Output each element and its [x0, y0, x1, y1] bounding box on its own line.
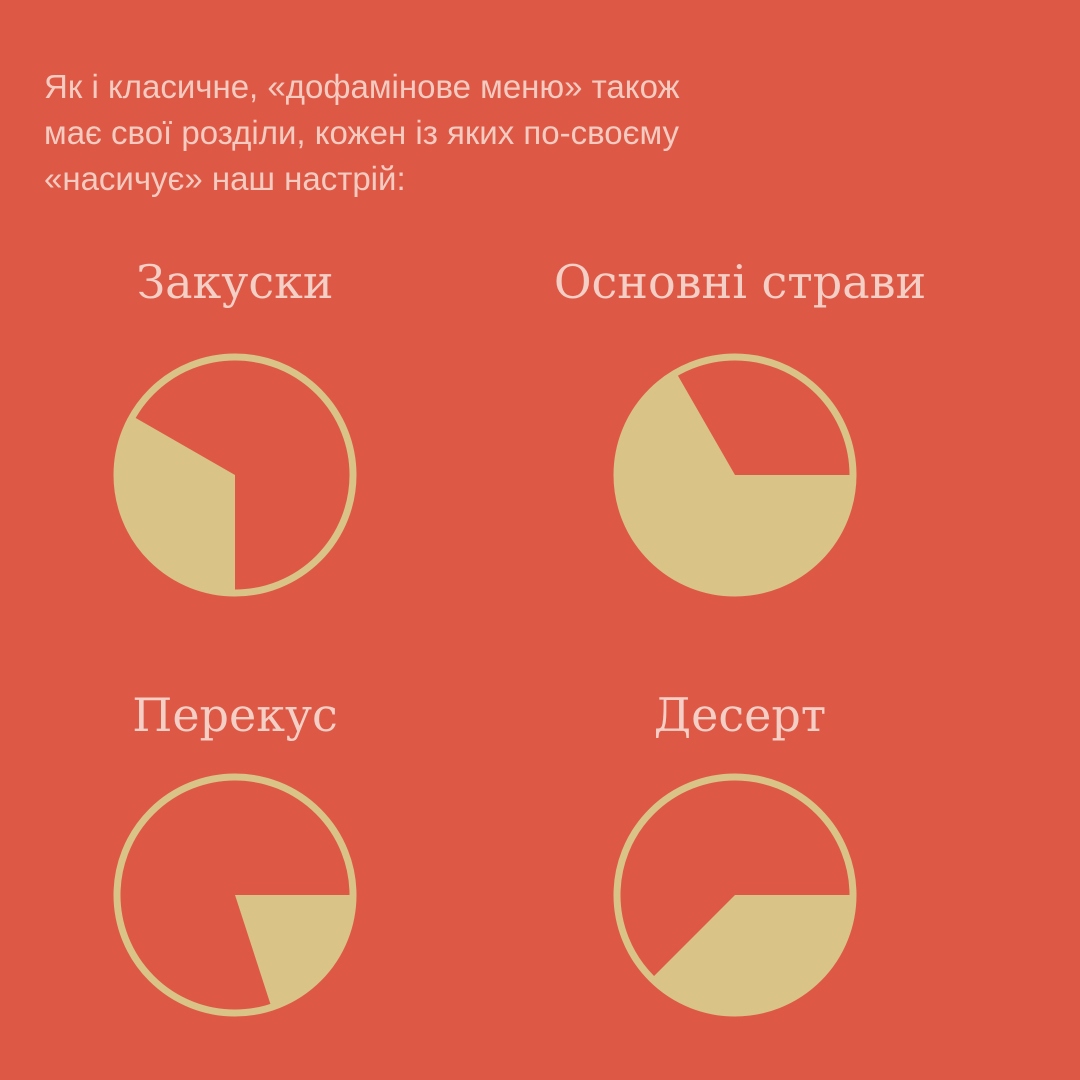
pie-slice — [116, 416, 235, 593]
pie-icon-desert — [613, 773, 857, 1017]
pie-ring — [613, 773, 857, 1017]
pie-slice — [617, 372, 853, 593]
pie-slice — [651, 895, 853, 1013]
section-title-zakusky: Закуски — [136, 255, 334, 309]
intro-line: має свої розділи, кожен із яких по-своєм… — [44, 114, 680, 151]
intro-line: «насичує» наш настрій: — [44, 160, 406, 197]
section-title-desert: Десерт — [653, 688, 827, 742]
intro-line: Як і класичне, «дофамінове меню» також — [44, 68, 680, 105]
pie-slice — [235, 895, 353, 1008]
section-title-osnovni-stravy: Основні страви — [553, 255, 927, 309]
pie-icon-perekus — [113, 773, 357, 1017]
intro-text: Як і класичне, «дофамінове меню» також м… — [44, 64, 1044, 202]
pie-icon-osnovni-stravy — [613, 353, 857, 597]
pie-ring — [113, 353, 357, 597]
section-title-perekus: Перекус — [132, 688, 338, 742]
pie-ring — [113, 773, 357, 1017]
pie-icon-zakusky — [113, 353, 357, 597]
pie-ring — [613, 353, 857, 597]
